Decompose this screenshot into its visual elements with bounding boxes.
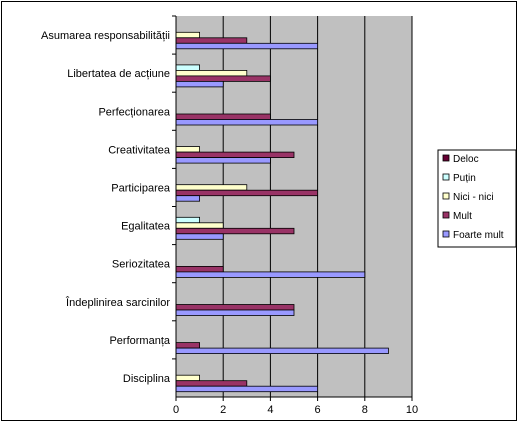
legend-swatch xyxy=(442,154,450,162)
bar xyxy=(175,146,201,153)
legend-swatch xyxy=(442,192,450,200)
category-label: Creativitatea xyxy=(108,144,171,156)
x-tick-label: 8 xyxy=(362,404,368,416)
legend-label: Puțin xyxy=(453,173,476,184)
category-labels: Asumarea responsabilității Libertatea de … xyxy=(41,15,176,385)
bar xyxy=(175,42,319,50)
bar xyxy=(175,374,201,382)
bar xyxy=(175,233,224,240)
bar xyxy=(175,184,248,191)
category-label: Libertatea de acțiune xyxy=(67,68,170,80)
x-tick-label: 6 xyxy=(315,404,321,416)
legend-swatch xyxy=(442,211,450,219)
bar xyxy=(175,37,248,44)
bar xyxy=(175,265,224,273)
bar xyxy=(175,113,271,120)
category-label: Îndeplinirea sarcinilor xyxy=(65,296,170,309)
bar xyxy=(175,385,319,393)
category-label: Disciplina xyxy=(123,373,171,385)
bar xyxy=(175,216,201,224)
x-axis-ticks: 0 2 4 6 8 10 xyxy=(173,397,418,416)
x-tick-label: 0 xyxy=(173,404,179,416)
category-label: Egalitatea xyxy=(121,221,171,233)
legend-label: Nici - nici xyxy=(453,192,494,203)
category-label: Participarea xyxy=(111,182,171,194)
x-tick-label: 10 xyxy=(406,404,418,416)
category-label: Seriozitatea xyxy=(112,259,171,271)
legend-label: Mult xyxy=(453,211,472,222)
bars xyxy=(175,31,389,393)
bar xyxy=(175,64,201,71)
bar xyxy=(175,189,319,197)
bar xyxy=(175,81,224,88)
bar xyxy=(175,342,201,349)
bar xyxy=(175,195,201,202)
x-tick-label: 4 xyxy=(267,404,273,416)
x-tick-label: 2 xyxy=(220,404,226,416)
bar xyxy=(175,347,389,355)
category-label: Asumarea responsabilității xyxy=(41,30,170,42)
bar xyxy=(175,309,295,316)
legend-swatch xyxy=(442,173,450,181)
bar xyxy=(175,157,271,164)
legend-box xyxy=(437,149,517,248)
bar xyxy=(175,75,271,82)
bar xyxy=(175,227,295,235)
bar xyxy=(175,31,201,39)
category-label: Performanța xyxy=(109,335,170,347)
bar xyxy=(175,380,248,387)
bar xyxy=(175,222,224,229)
legend-label: Foarte mult xyxy=(453,230,504,241)
bar xyxy=(175,151,295,159)
bar xyxy=(175,70,248,77)
legend-swatch xyxy=(442,230,450,238)
legend: Deloc Puțin Nici - nici Mult Foarte mult xyxy=(437,149,517,248)
bar xyxy=(175,271,366,278)
bar xyxy=(175,304,295,311)
category-label: Perfecționarea xyxy=(98,106,170,118)
legend-label: Deloc xyxy=(453,154,479,165)
bar xyxy=(175,119,319,126)
